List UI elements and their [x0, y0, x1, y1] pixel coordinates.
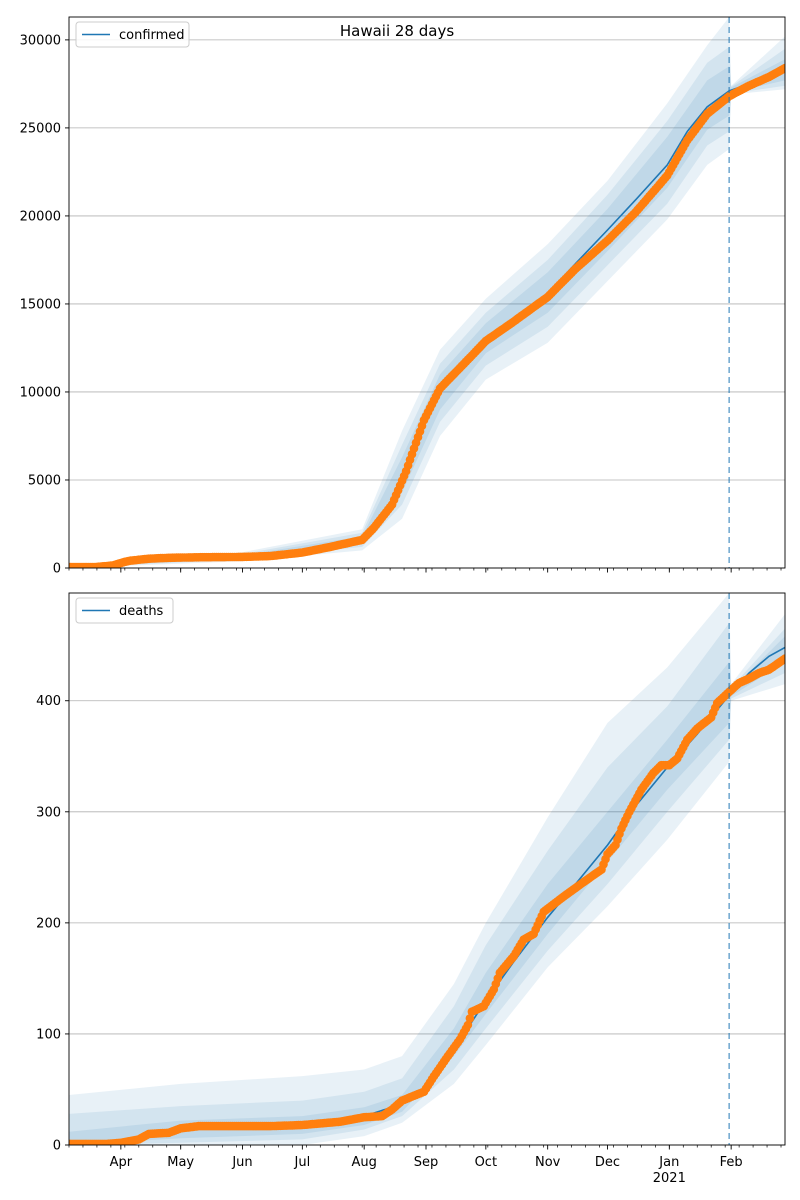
- x-tick-label: Apr: [110, 1155, 133, 1170]
- figure-title: Hawaii 28 days: [340, 22, 454, 40]
- uncertainty-band-outer: [69, 17, 785, 568]
- legend-label: deaths: [119, 604, 164, 619]
- legend-box: [75, 21, 190, 48]
- y-tick-label: 0: [53, 1139, 61, 1154]
- uncertainty-band-outer: [69, 593, 785, 1145]
- uncertainty-band-inner: [69, 59, 785, 568]
- plot-area: [69, 593, 785, 1145]
- axes-frame: [68, 16, 786, 569]
- uncertainty-band-middle: [69, 46, 785, 568]
- observed-point: [780, 63, 785, 73]
- x-tick-label: Sep: [414, 1155, 439, 1170]
- y-tick-label: 100: [36, 1027, 61, 1042]
- x-tick-label: Oct: [475, 1155, 497, 1170]
- uncertainty-band-inner: [69, 636, 785, 1145]
- observed-point: [780, 654, 785, 663]
- y-tick-label: 15000: [20, 297, 61, 312]
- y-tick-label: 25000: [20, 121, 61, 136]
- legend-box: [75, 597, 174, 624]
- x-tick-label: Jan: [658, 1155, 679, 1170]
- axes-frame: [68, 592, 786, 1146]
- legend-label: confirmed: [119, 28, 185, 43]
- x-tick-label: Jul: [294, 1155, 311, 1170]
- x-tick-label: Nov: [535, 1155, 561, 1170]
- y-tick-label: 400: [36, 694, 61, 709]
- y-tick-label: 300: [36, 805, 61, 820]
- x-tick-label: May: [167, 1155, 194, 1170]
- x-tick-label: Feb: [720, 1155, 743, 1170]
- y-tick-label: 10000: [20, 385, 61, 400]
- y-tick-label: 30000: [20, 33, 61, 48]
- confirmed-chart-panel: 0 5000 10000 15000 20000 25000 30000 confirmed: [20, 16, 786, 577]
- x-tick-sublabel: 2021: [653, 1171, 686, 1186]
- y-tick-label: 0: [53, 562, 61, 577]
- plot-area: [69, 17, 785, 568]
- observed-point: [465, 1014, 475, 1023]
- deaths-chart-panel: 0 100 200 300 400 Apr May Jun Jul Aug Sep Oct Nov Dec…: [36, 592, 786, 1186]
- y-tick-label: 5000: [28, 473, 61, 488]
- y-tick-label: 20000: [20, 209, 61, 224]
- x-tick-label: Aug: [351, 1155, 376, 1170]
- x-tick-label: Dec: [595, 1155, 620, 1170]
- y-tick-label: 200: [36, 916, 61, 931]
- x-tick-label: Jun: [231, 1155, 252, 1170]
- observed-point: [463, 1020, 473, 1030]
- uncertainty-band-middle: [69, 623, 785, 1145]
